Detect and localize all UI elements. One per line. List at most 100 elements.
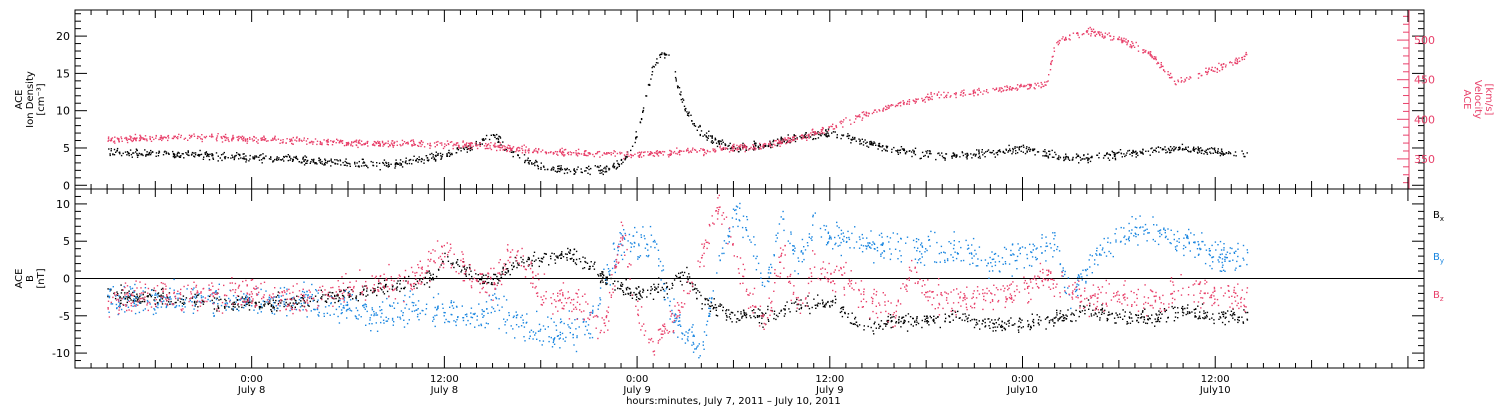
data-point [497,145,499,147]
data-point [659,54,661,56]
data-point [1117,152,1119,154]
data-point [462,141,464,143]
data-point [568,169,570,171]
data-point [385,162,388,164]
data-point [294,302,297,304]
data-point [270,139,272,141]
data-point [966,152,968,155]
data-point [255,303,257,305]
data-point [773,143,775,145]
data-point [485,274,487,276]
data-point [307,295,309,297]
data-point [1135,218,1137,220]
data-point [451,152,453,155]
data-point [949,96,951,98]
data-point [556,171,558,173]
data-point [982,320,984,322]
data-point [836,225,838,227]
data-point [576,155,579,157]
data-point [592,153,594,156]
data-point [1023,146,1025,148]
data-point [847,316,849,318]
data-point [283,303,285,305]
data-point [121,140,123,142]
data-point [760,277,762,279]
data-point [139,137,141,139]
data-point [240,137,242,139]
data-point [710,135,712,137]
data-point [448,149,450,152]
data-point [718,142,720,145]
data-point [1082,305,1085,307]
data-point [1142,149,1144,151]
data-point [618,163,621,166]
data-point [908,101,911,103]
data-point [978,87,980,90]
data-point [541,344,543,346]
data-point [272,307,274,309]
data-point [1193,146,1195,148]
data-point [390,142,393,144]
data-point [998,87,1001,89]
data-point [420,140,423,143]
data-point [557,168,559,170]
data-point [850,142,852,144]
data-point [127,299,129,302]
data-point [560,169,562,171]
data-point [133,138,135,140]
data-point [1168,148,1170,151]
data-point [412,139,414,141]
data-point [1158,320,1161,323]
data-point [238,137,240,140]
data-point [602,173,604,176]
data-point [1030,85,1032,87]
data-point [279,287,282,289]
data-point [1190,77,1192,79]
right-y-tick-label: 400 [1414,113,1435,126]
data-point [780,139,782,141]
data-point [714,304,717,306]
data-point [644,151,646,153]
data-point [958,317,960,319]
data-point [534,161,536,164]
data-point [1068,38,1070,40]
data-point [871,112,874,115]
data-point [175,136,178,139]
data-point [541,261,543,263]
data-point [519,149,521,152]
data-point [781,142,783,144]
data-point [878,144,881,147]
data-point [614,289,616,291]
data-point [1117,316,1119,319]
data-point [1144,51,1147,53]
data-point [1041,237,1043,239]
data-point [606,279,608,281]
data-point [413,302,415,304]
data-point [866,245,868,248]
data-point [342,295,345,297]
data-point [1208,68,1210,70]
data-point [953,231,955,233]
data-point [995,152,997,154]
data-point [659,151,662,153]
data-point [776,237,778,239]
data-point [1016,89,1018,91]
data-point [142,138,145,140]
data-point [582,256,584,258]
data-point [1160,64,1162,66]
data-point [783,141,785,143]
data-point [386,290,389,293]
data-point [821,129,823,131]
data-point [522,322,525,324]
data-point [688,273,690,275]
data-point [350,143,352,145]
data-point [468,148,470,150]
data-point [1008,150,1010,152]
data-point [395,162,398,164]
data-point [817,302,819,304]
data-point [785,142,788,144]
data-point [272,305,275,308]
data-point [783,308,785,310]
data-point [1101,33,1103,35]
data-point [132,152,134,154]
